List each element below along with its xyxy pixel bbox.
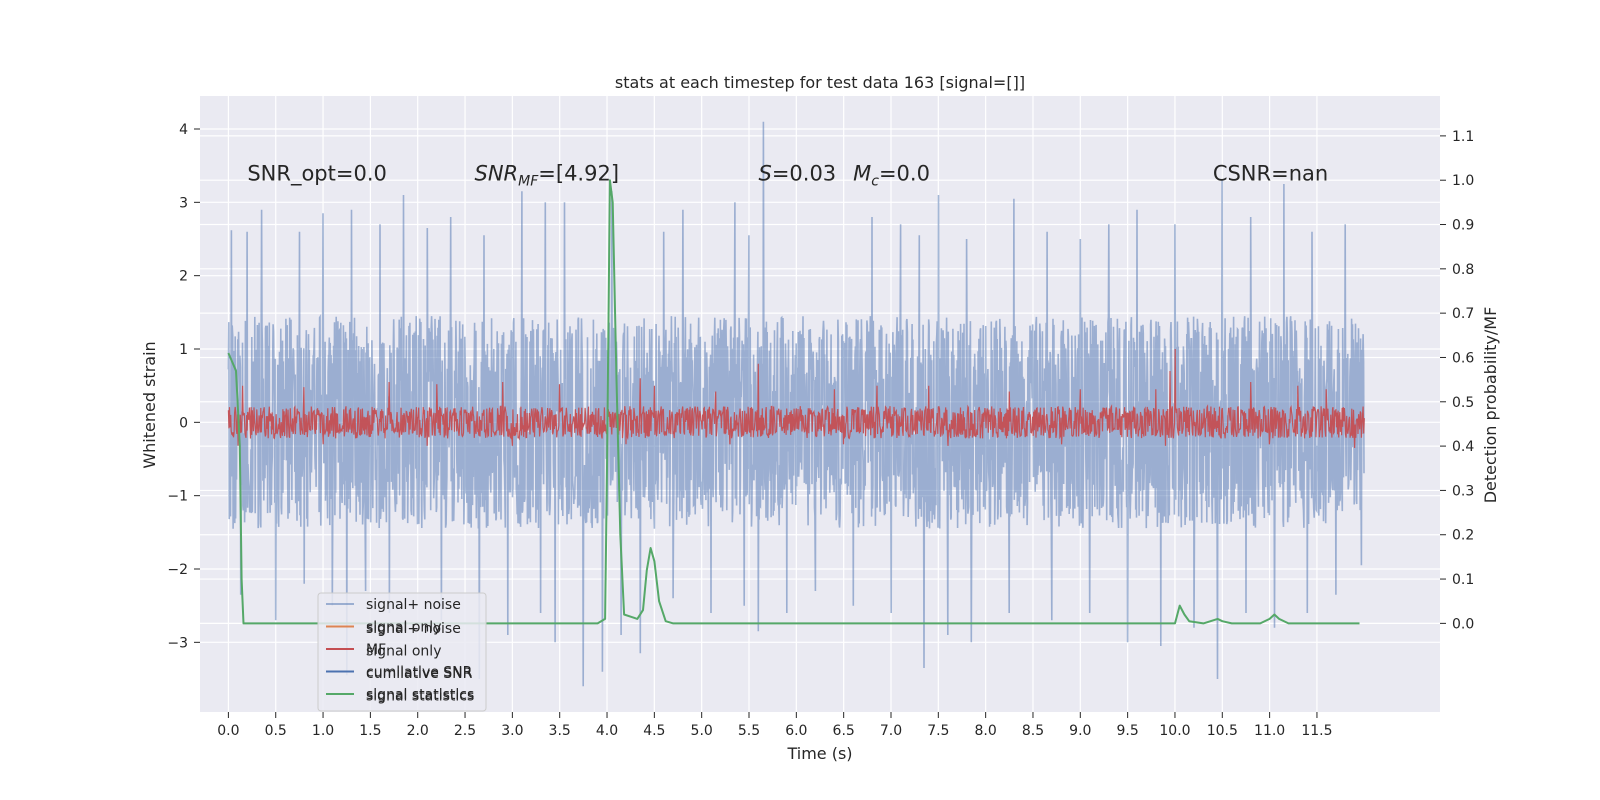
x-tick-label: 8.5	[1022, 723, 1044, 739]
x-tick-label: 1.0	[312, 723, 334, 739]
y-tick-label: 0	[179, 415, 188, 431]
x-tick-label: 1.5	[359, 723, 381, 739]
legend-label: signal statistics	[366, 687, 474, 703]
annotation-1: SNRMF=[4.92]	[475, 161, 620, 189]
annotation-2: S=0.03	[758, 161, 836, 185]
y-tick-label: 1	[179, 342, 188, 358]
x-tick-label: 10.5	[1207, 723, 1238, 739]
x-tick-label: 3.0	[501, 723, 523, 739]
y-tick-label: 3	[179, 195, 188, 211]
y-tick-label: −3	[167, 635, 188, 651]
x-tick-label: 10.0	[1159, 723, 1190, 739]
y2-tick-label: 0.2	[1452, 528, 1474, 544]
y2-tick-label: 0.9	[1452, 218, 1474, 234]
y2-tick-label: 1.0	[1452, 173, 1474, 189]
series-signal-statistics	[227, 179, 1360, 625]
x-tick-label: 9.0	[1069, 723, 1091, 739]
x-tick-label: 0.5	[265, 723, 287, 739]
x-tick-label: 7.5	[927, 723, 949, 739]
x-tick-label: 9.5	[1117, 723, 1139, 739]
y2-tick-label: 0.6	[1452, 350, 1474, 366]
x-tick-label: 0.0	[217, 723, 239, 739]
legend-ghost-label: signal statistics	[366, 689, 474, 705]
x-tick-label: 4.5	[643, 723, 665, 739]
y-tick-label: 2	[179, 269, 188, 285]
y2-axis-label: Detection probability/MF	[1481, 307, 1500, 504]
y2-ticks: 0.0 0.1 0.2 0.3 0.4 0.5 0.6 0.7 0.8 0.9 1.0 1.1	[1440, 129, 1474, 632]
y2-tick-label: 0.3	[1452, 483, 1474, 499]
series-layer	[227, 121, 1365, 687]
y-tick-label: −1	[167, 489, 188, 505]
y2-tick-label: 0.8	[1452, 262, 1474, 278]
annotation-part: c	[871, 173, 879, 189]
x-tick-label: 6.5	[833, 723, 855, 739]
annotation-part: =0.0	[879, 161, 930, 185]
legend-label: cumilative SNR	[366, 665, 473, 681]
x-tick-label: 5.0	[691, 723, 713, 739]
legend-label: signal only	[366, 620, 441, 636]
legend-label: signal+ noise	[366, 597, 461, 613]
legend-label: MF	[366, 642, 386, 658]
annotation-part: S	[758, 161, 771, 185]
annotation-0: SNR_opt=0.0	[247, 161, 387, 186]
annotation-3: Mc=0.0	[853, 161, 930, 189]
x-tick-label: 2.0	[407, 723, 429, 739]
x-tick-label: 2.5	[454, 723, 476, 739]
y2-tick-label: 0.1	[1452, 572, 1474, 588]
x-tick-label: 7.0	[880, 723, 902, 739]
y2-tick-label: 0.7	[1452, 306, 1474, 322]
y-tick-label: 4	[179, 122, 188, 138]
annotation-part: SNR_opt=0.0	[247, 161, 387, 186]
annotation-part: =0.03	[772, 161, 836, 185]
series-signal-noise	[227, 121, 1365, 687]
y-axis-label: Whitened strain	[140, 341, 159, 468]
series-mf	[227, 348, 1365, 449]
annotation-part: MF	[518, 173, 539, 189]
y-tick-label: −2	[167, 562, 188, 578]
annotation-part: SNR	[475, 161, 519, 185]
x-axis-label: Time (s)	[786, 744, 852, 763]
annotation-layer: SNR_opt=0.0 SNRMF=[4.92] S=0.03 Mc=0.0 CSNR=…	[247, 161, 1328, 189]
annotation-4: CSNR=nan	[1213, 161, 1328, 185]
legend-ghost-label: signal only	[366, 644, 441, 660]
x-ticks: 0.0 0.5 1.0 1.5 2.0 2.5 3.0 3.5 4.0 4.5 5.0 5.5 6.0 6…	[217, 712, 1333, 739]
legend-ghost-label: signal+ noise	[366, 621, 461, 637]
y-ticks: −3 −2 −1 0 1 2 3 4	[167, 122, 200, 651]
y2-tick-label: 0.5	[1452, 395, 1474, 411]
y2-tick-label: 1.1	[1452, 129, 1474, 145]
y2-tick-label: 0.4	[1452, 439, 1474, 455]
legend-ghost-label: cumilative SNR	[366, 666, 473, 682]
x-tick-label: 11.0	[1254, 723, 1285, 739]
x-tick-label: 3.5	[549, 723, 571, 739]
x-tick-label: 5.5	[738, 723, 760, 739]
legend-box	[317, 592, 487, 712]
annotation-part: M	[853, 161, 871, 185]
y2-tick-label: 0.0	[1452, 616, 1474, 632]
x-tick-label: 8.0	[975, 723, 997, 739]
x-tick-label: 11.5	[1301, 723, 1332, 739]
x-tick-label: 4.0	[596, 723, 618, 739]
chart-title: stats at each timestep for test data 163…	[615, 73, 1025, 92]
annotation-part: CSNR=nan	[1213, 161, 1328, 185]
x-tick-label: 6.0	[785, 723, 807, 739]
annotation-part: =[4.92]	[538, 161, 619, 185]
